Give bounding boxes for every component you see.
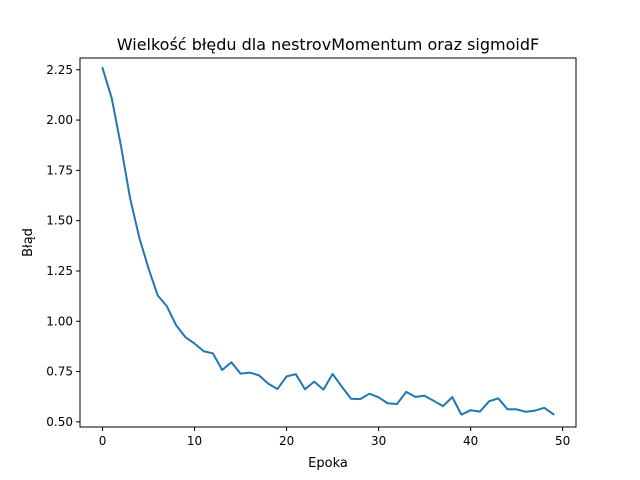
y-tick-label: 1.00 xyxy=(46,314,73,328)
y-tick-label: 2.25 xyxy=(46,63,73,77)
x-tick-label: 10 xyxy=(187,434,202,448)
y-tick-label: 2.00 xyxy=(46,113,73,127)
y-tick-label: 1.25 xyxy=(46,264,73,278)
y-tick-label: 0.75 xyxy=(46,365,73,379)
y-axis-ticks: 0.50 0.75 1.00 1.25 1.50 1.75 2.00 2.25 xyxy=(46,63,80,429)
x-tick-label: 50 xyxy=(555,434,570,448)
chart-title: Wielkość błędu dla nestrovMomentum oraz … xyxy=(117,35,539,54)
plot-frame xyxy=(79,57,577,428)
x-tick-label: 30 xyxy=(371,434,386,448)
x-tick-label: 0 xyxy=(99,434,107,448)
series-line xyxy=(101,66,555,416)
y-axis-label: Błąd xyxy=(21,228,36,257)
x-tick-label: 40 xyxy=(463,434,478,448)
y-tick-label: 1.50 xyxy=(46,214,73,228)
x-tick-label: 20 xyxy=(279,434,294,448)
x-axis-label: Epoka xyxy=(308,456,348,471)
plot-lines xyxy=(101,66,555,416)
y-tick-label: 1.75 xyxy=(46,163,73,177)
x-axis-ticks: 0 10 20 30 40 50 xyxy=(99,427,570,448)
y-tick-label: 0.50 xyxy=(46,415,73,429)
